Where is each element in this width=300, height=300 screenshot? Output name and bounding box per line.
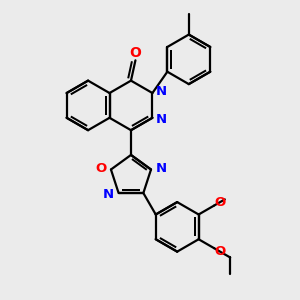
Text: N: N (156, 112, 167, 125)
Text: O: O (214, 196, 225, 209)
Text: O: O (130, 46, 141, 60)
Text: N: N (155, 162, 167, 175)
Text: O: O (95, 162, 106, 175)
Text: O: O (214, 244, 225, 258)
Text: N: N (156, 85, 167, 98)
Text: N: N (103, 188, 114, 201)
